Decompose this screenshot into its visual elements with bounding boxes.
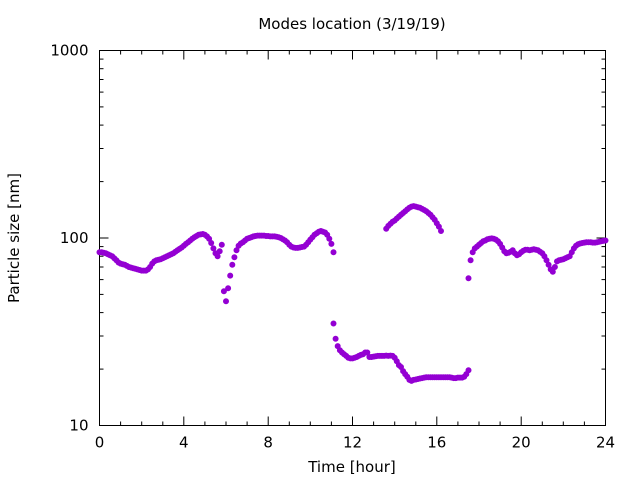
data-point [218,241,225,248]
data-point [602,237,609,244]
data-point [326,235,333,242]
data-point [551,263,558,270]
data-point [437,227,444,234]
series-1 [96,227,337,305]
data-point [330,249,337,256]
axis-tick-labels: 0 4 8 12 16 20 24 10 100 1000 [50,42,615,452]
data-point [549,268,556,275]
data-point [208,239,215,246]
series-2 [330,320,472,384]
data-point [227,272,234,279]
x-tick-label: 0 [95,434,105,452]
y-tick-label: 1000 [50,42,88,60]
data-point [210,245,217,252]
x-tick-label: 12 [343,434,362,452]
data-point [216,248,223,255]
data-point [225,285,232,292]
axis-ticks [99,50,606,426]
y-axis-label: Particle size [nm] [5,173,23,303]
x-tick-label: 16 [427,434,446,452]
x-tick-label: 20 [512,434,531,452]
data-point [229,261,236,268]
data-point [222,298,229,305]
y-tick-label: 100 [60,229,89,247]
series-4 [465,235,609,282]
data-point [330,320,337,327]
data-point [465,275,472,282]
series-3 [383,203,444,234]
x-tick-label: 8 [263,434,273,452]
data-point [214,253,221,260]
data-point [465,367,472,374]
chart-title: Modes location (3/19/19) [258,15,445,33]
y-tick-label: 10 [69,417,88,435]
x-tick-label: 4 [179,434,189,452]
data-point [220,288,227,295]
x-tick-label: 24 [596,434,615,452]
data-markers [96,203,609,384]
x-axis-label: Time [hour] [307,458,396,476]
data-point [231,254,238,261]
plot-frame [99,50,606,426]
data-point [328,240,335,247]
data-point [332,335,339,342]
data-point [467,257,474,264]
